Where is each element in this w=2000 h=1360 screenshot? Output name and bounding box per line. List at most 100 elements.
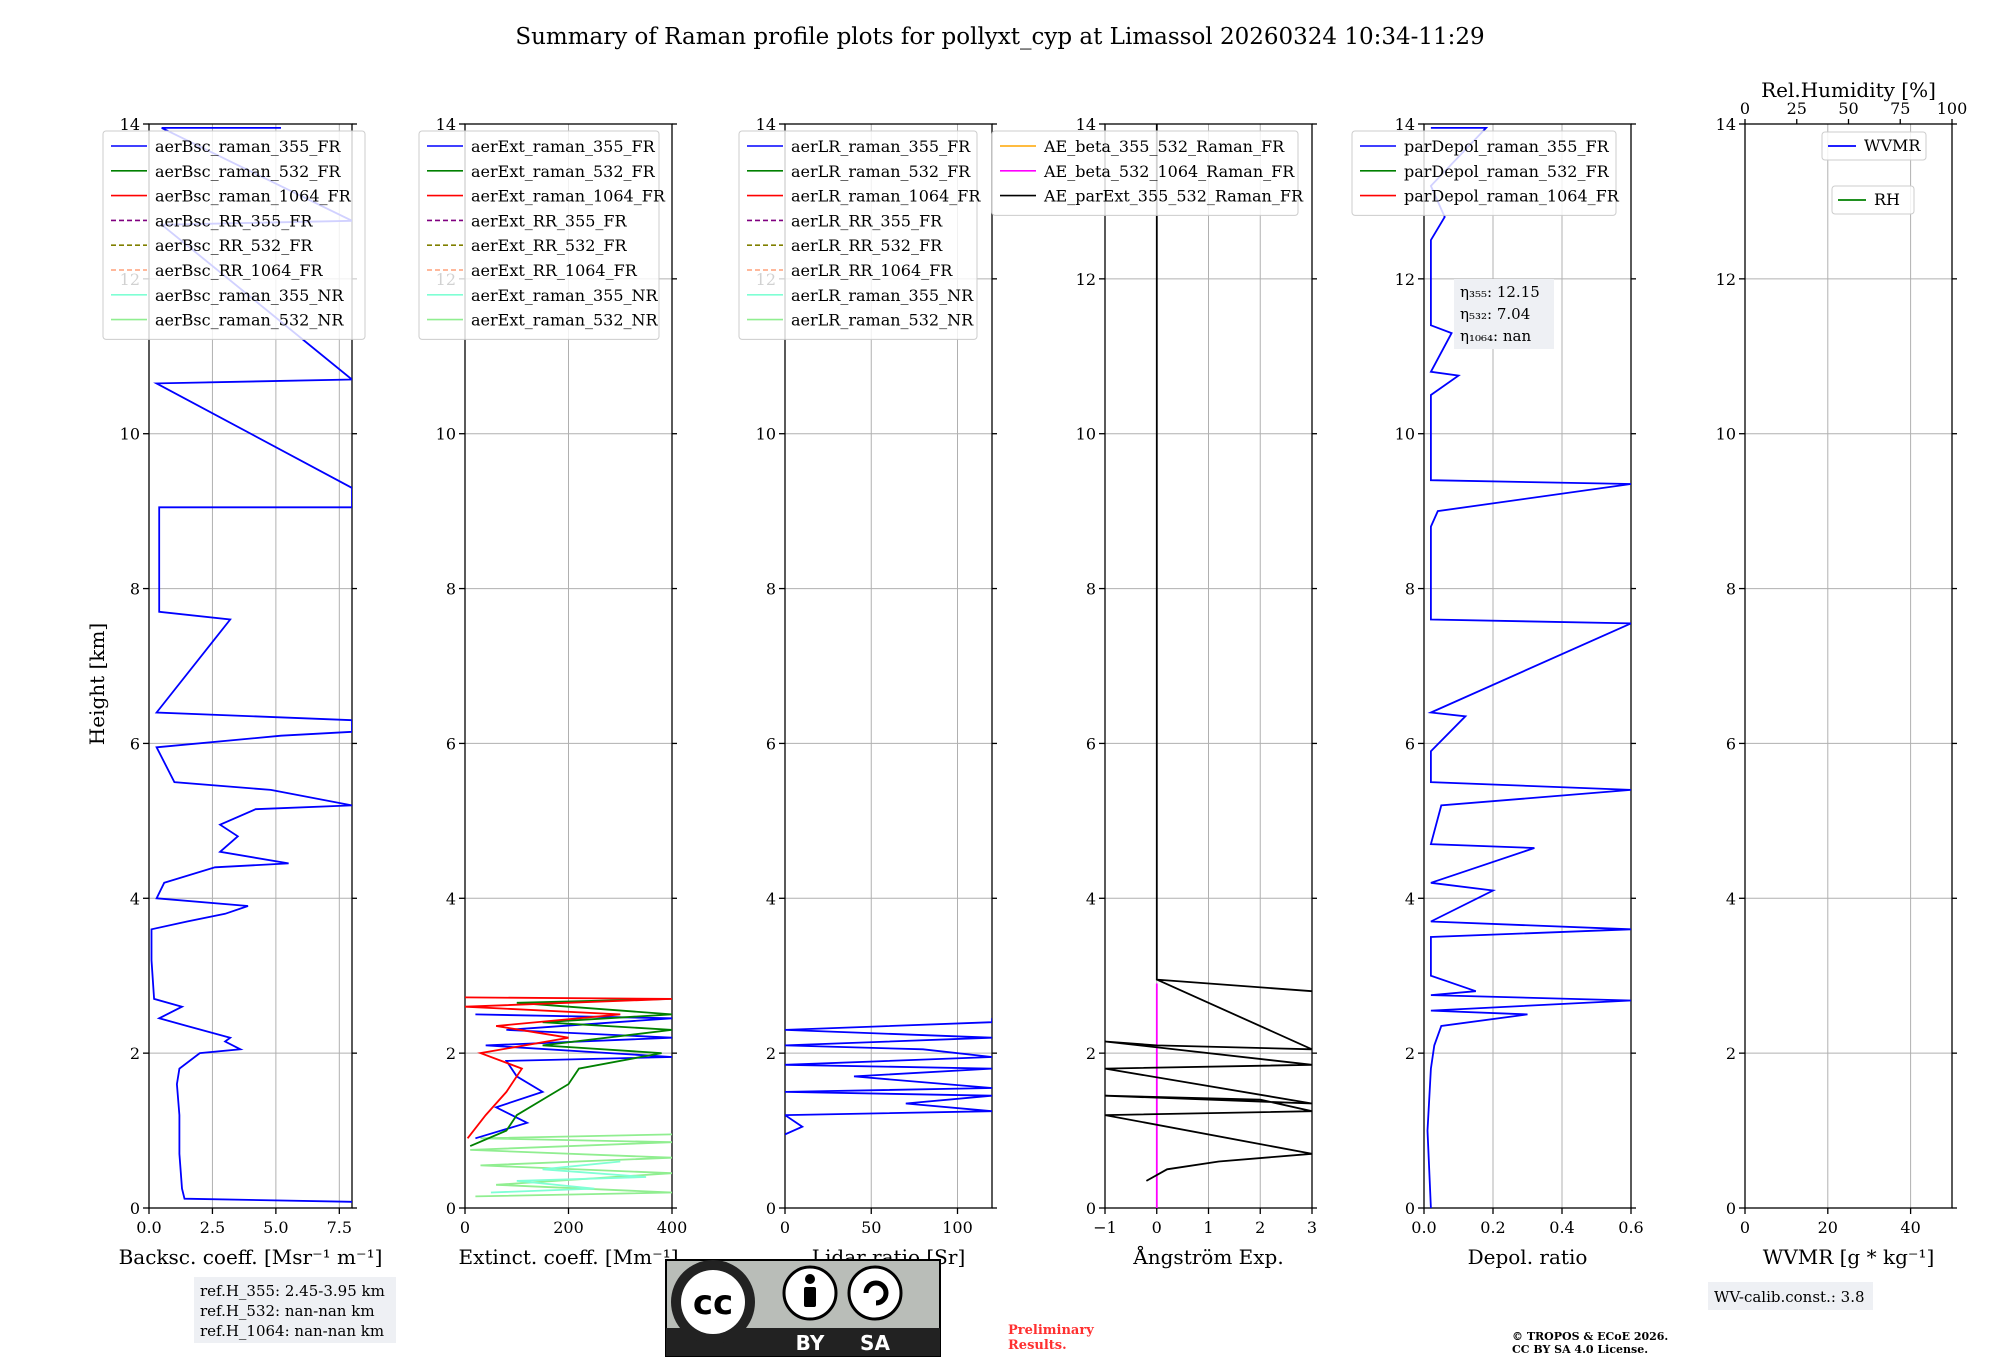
- legend-label: aerBsc_RR_532_FR: [155, 236, 313, 255]
- legend-label: aerExt_RR_1064_FR: [471, 261, 638, 280]
- legend-label: aerBsc_RR_355_FR: [155, 211, 313, 230]
- top-x-tick-label: 0: [1740, 99, 1750, 118]
- x-axis-label: Backsc. coeff. [Msr⁻¹ m⁻¹]: [119, 1245, 383, 1269]
- y-tick-label: 10: [1395, 425, 1415, 444]
- series-line-aerExt_raman_355_NR: [490, 1160, 647, 1194]
- panel-lr: 02468101214050100Lidar ratio [Sr]aerLR_r…: [738, 115, 997, 1269]
- reference-height-box: ref.H_355: 2.45-3.95 km ref.H_532: nan-n…: [194, 1277, 396, 1343]
- y-tick-label: 0: [446, 1199, 456, 1218]
- legend-label: aerExt_raman_532_FR: [471, 162, 656, 181]
- x-tick-label: 7.5: [327, 1218, 352, 1237]
- cc-by-label: BY: [796, 1331, 825, 1355]
- x-tick-label: 0: [1152, 1218, 1162, 1237]
- y-tick-label: 6: [1726, 734, 1736, 753]
- copyright-line-2: CC BY SA 4.0 License.: [1512, 1343, 1648, 1356]
- y-tick-label: 10: [756, 425, 776, 444]
- cc-sa-label: SA: [860, 1331, 890, 1355]
- y-tick-label: 4: [1405, 889, 1415, 908]
- legend-box: [1351, 130, 1617, 216]
- x-tick-label: 0.0: [1411, 1218, 1436, 1237]
- top-x-tick-label: 75: [1890, 99, 1910, 118]
- y-tick-label: 14: [120, 115, 140, 134]
- x-tick-label: 0: [780, 1218, 790, 1237]
- x-axis-label: Depol. ratio: [1468, 1245, 1588, 1269]
- reference-height-bg: [194, 1277, 396, 1343]
- legend-box: [991, 130, 1299, 216]
- depol-annotation-line: η₃₅₅: 12.15: [1460, 283, 1540, 301]
- legend-label: aerLR_raman_1064_FR: [791, 187, 981, 206]
- depol-annotation-bg: [1454, 279, 1554, 349]
- y-tick-label: 6: [446, 734, 456, 753]
- figure-title: Summary of Raman profile plots for polly…: [515, 24, 1484, 50]
- legend-label: aerExt_RR_532_FR: [471, 236, 628, 255]
- y-tick-label: 10: [120, 425, 140, 444]
- cc-sa-icon: [847, 1265, 903, 1321]
- legend-label: parDepol_raman_1064_FR: [1404, 187, 1620, 206]
- y-tick-label: 0: [1726, 1199, 1736, 1218]
- x-tick-label: 0.0: [136, 1218, 161, 1237]
- legend-label: WVMR: [1864, 136, 1921, 155]
- x-tick-label: 0.6: [1618, 1218, 1643, 1237]
- cc-by-icon-head: [805, 1274, 815, 1284]
- x-tick-label: 0: [1740, 1218, 1750, 1237]
- legend-label: parDepol_raman_532_FR: [1404, 162, 1610, 181]
- x-tick-label: −1: [1093, 1218, 1117, 1237]
- legend-box: [738, 130, 978, 340]
- legend-label: aerBsc_raman_1064_FR: [155, 187, 352, 206]
- preliminary-label-2: Results.: [1008, 1338, 1067, 1353]
- y-tick-label: 8: [1086, 580, 1096, 599]
- y-tick-label: 2: [1405, 1044, 1415, 1063]
- preliminary-label-1: Preliminary: [1008, 1323, 1094, 1338]
- y-tick-label: 14: [436, 115, 456, 134]
- refh-532: ref.H_532: nan-nan km: [200, 1302, 375, 1320]
- x-tick-label: 0.4: [1549, 1218, 1574, 1237]
- x-tick-label: 0: [460, 1218, 470, 1237]
- legend-label: aerExt_raman_355_FR: [471, 137, 656, 156]
- x-tick-label: 1: [1203, 1218, 1213, 1237]
- y-tick-label: 10: [1716, 425, 1736, 444]
- cc-mark: cc: [693, 1283, 733, 1323]
- series-line-aerExt_raman_1064_FR: [465, 996, 672, 1139]
- y-tick-label: 0: [130, 1199, 140, 1218]
- y-tick-label: 0: [766, 1199, 776, 1218]
- x-tick-label: 5.0: [263, 1218, 288, 1237]
- y-tick-label: 10: [1076, 425, 1096, 444]
- series-line-aerBsc_raman_355_FR: [150, 127, 352, 1203]
- axes-frame: [1423, 123, 1632, 1209]
- axes-frame: [1744, 123, 1953, 1209]
- wv-calib-box: WV-calib.const.: 3.8: [1708, 1282, 1873, 1310]
- refh-355: ref.H_355: 2.45-3.95 km: [200, 1282, 385, 1300]
- y-tick-label: 12: [1716, 270, 1736, 289]
- y-tick-label: 2: [130, 1044, 140, 1063]
- depol-annotation-line: η₁₀₆₄: nan: [1460, 327, 1531, 345]
- x-axis-label: Ångström Exp.: [1132, 1244, 1283, 1269]
- legend-label: aerBsc_raman_532_NR: [155, 311, 344, 330]
- wv-calib-const: WV-calib.const.: 3.8: [1714, 1288, 1865, 1306]
- cc-sa-icon-arrow: [863, 1280, 889, 1306]
- axes-frame: [784, 123, 993, 1209]
- y-tick-label: 4: [766, 889, 776, 908]
- y-tick-label: 8: [1405, 580, 1415, 599]
- legend-box-WVMR: [1821, 131, 1927, 161]
- x-axis-label: Extinct. coeff. [Mm⁻¹]: [458, 1245, 678, 1269]
- panel-ext: 024681012140200400Extinct. coeff. [Mm⁻¹]…: [418, 115, 687, 1269]
- panel-depol: 0 2 4 6 8 10 12 14 0.0 0.2 0.4 0.6 Depol. ratio parDe…: [1351, 115, 1644, 1269]
- refh-1064: ref.H_1064: nan-nan km: [200, 1322, 384, 1340]
- legend-box-RH: [1831, 185, 1915, 215]
- depol-annotation-line: η₅₃₂: 7.04: [1460, 305, 1530, 323]
- y-tick-label: 12: [1395, 270, 1415, 289]
- y-axis-label: Height [km]: [85, 623, 109, 745]
- cc-by-sa-logo: cc BY SA: [665, 1259, 941, 1357]
- copyright-line-1: © TROPOS & ECoE 2026.: [1512, 1330, 1668, 1343]
- series-line-aerExt_raman_355_FR: [475, 1013, 672, 1140]
- cc-by-icon-body: [804, 1287, 816, 1307]
- y-tick-label: 4: [446, 889, 456, 908]
- legend-label: aerLR_raman_532_FR: [791, 162, 971, 181]
- legend-label: aerLR_raman_355_FR: [791, 137, 971, 156]
- top-x-tick-label: 25: [1787, 99, 1807, 118]
- top-x-tick-label: 100: [1937, 99, 1968, 118]
